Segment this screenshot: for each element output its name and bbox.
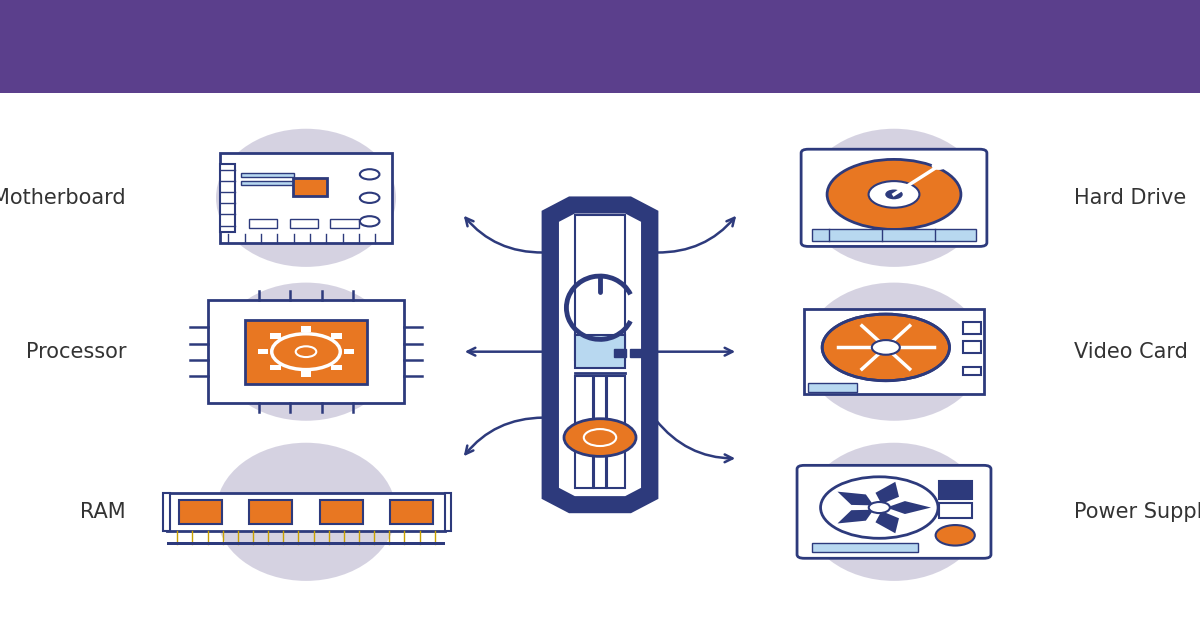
Text: RAM: RAM — [80, 502, 126, 522]
FancyBboxPatch shape — [179, 500, 222, 524]
FancyBboxPatch shape — [594, 376, 606, 488]
FancyBboxPatch shape — [630, 349, 642, 357]
Circle shape — [872, 340, 900, 355]
Circle shape — [360, 169, 379, 180]
FancyBboxPatch shape — [804, 309, 984, 394]
FancyBboxPatch shape — [168, 493, 445, 531]
Circle shape — [564, 419, 636, 457]
FancyBboxPatch shape — [964, 367, 982, 375]
FancyBboxPatch shape — [964, 342, 982, 354]
Text: Power Supply: Power Supply — [1074, 502, 1200, 522]
Polygon shape — [876, 511, 899, 533]
Ellipse shape — [216, 129, 396, 267]
FancyBboxPatch shape — [258, 349, 269, 354]
FancyBboxPatch shape — [390, 500, 433, 524]
Ellipse shape — [216, 283, 396, 421]
Polygon shape — [542, 198, 658, 512]
FancyBboxPatch shape — [343, 349, 354, 354]
FancyBboxPatch shape — [241, 173, 294, 177]
FancyBboxPatch shape — [241, 181, 294, 185]
FancyBboxPatch shape — [301, 371, 311, 377]
Polygon shape — [887, 501, 931, 514]
Text: What are the components of a system unit?: What are the components of a system unit… — [188, 26, 1012, 59]
FancyBboxPatch shape — [319, 500, 362, 524]
FancyBboxPatch shape — [168, 542, 445, 545]
FancyBboxPatch shape — [575, 376, 593, 488]
Circle shape — [936, 525, 974, 546]
FancyBboxPatch shape — [221, 153, 391, 242]
Polygon shape — [838, 510, 874, 524]
Circle shape — [886, 190, 902, 198]
Text: Motherboard: Motherboard — [0, 188, 126, 208]
Circle shape — [932, 163, 946, 169]
FancyBboxPatch shape — [270, 333, 281, 338]
FancyBboxPatch shape — [208, 300, 404, 403]
FancyBboxPatch shape — [293, 178, 328, 196]
FancyBboxPatch shape — [614, 349, 626, 357]
Circle shape — [360, 193, 379, 203]
FancyBboxPatch shape — [575, 215, 625, 360]
Circle shape — [583, 429, 617, 446]
FancyBboxPatch shape — [301, 327, 311, 332]
FancyBboxPatch shape — [248, 219, 277, 228]
Circle shape — [821, 477, 938, 538]
Text: Video Card: Video Card — [1074, 342, 1188, 362]
Ellipse shape — [804, 283, 984, 421]
Circle shape — [869, 502, 890, 513]
Ellipse shape — [804, 129, 984, 267]
Ellipse shape — [216, 443, 396, 581]
FancyBboxPatch shape — [331, 365, 342, 371]
FancyBboxPatch shape — [221, 164, 235, 232]
FancyBboxPatch shape — [812, 543, 918, 553]
Text: Processor: Processor — [25, 342, 126, 362]
Ellipse shape — [804, 443, 984, 581]
FancyBboxPatch shape — [575, 335, 625, 368]
FancyBboxPatch shape — [250, 500, 293, 524]
FancyBboxPatch shape — [802, 149, 986, 246]
Circle shape — [360, 216, 379, 227]
FancyBboxPatch shape — [797, 465, 991, 558]
Circle shape — [827, 160, 961, 229]
Polygon shape — [876, 482, 899, 504]
FancyBboxPatch shape — [245, 320, 367, 384]
FancyBboxPatch shape — [270, 365, 281, 371]
FancyBboxPatch shape — [812, 229, 976, 241]
FancyBboxPatch shape — [163, 493, 170, 531]
FancyBboxPatch shape — [445, 493, 451, 531]
FancyBboxPatch shape — [289, 219, 318, 228]
Circle shape — [822, 314, 949, 381]
FancyBboxPatch shape — [938, 503, 972, 518]
Polygon shape — [838, 492, 874, 506]
Circle shape — [869, 181, 919, 208]
Circle shape — [295, 346, 317, 357]
Polygon shape — [559, 214, 641, 496]
FancyBboxPatch shape — [964, 322, 982, 334]
FancyBboxPatch shape — [607, 376, 625, 488]
FancyBboxPatch shape — [938, 481, 972, 499]
Text: Hard Drive: Hard Drive — [1074, 188, 1187, 208]
FancyBboxPatch shape — [330, 219, 359, 228]
FancyBboxPatch shape — [809, 383, 857, 392]
FancyBboxPatch shape — [331, 333, 342, 338]
